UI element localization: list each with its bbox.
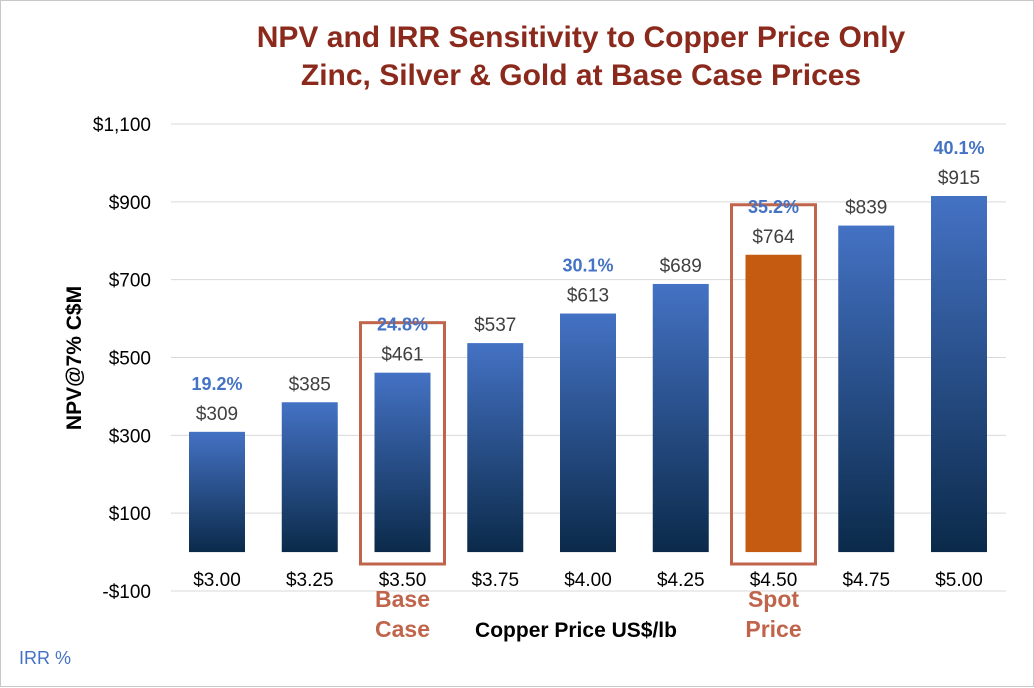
y-tick-label: $900 (109, 193, 151, 214)
y-axis-title: NPV@7% C$M (63, 286, 86, 430)
bar (838, 225, 895, 553)
x-tick-label: $3.00 (193, 570, 241, 591)
x-tick-label: $4.75 (842, 570, 890, 591)
highlight-label: Base (375, 586, 430, 612)
bar (560, 313, 616, 553)
x-axis-title: Copper Price US$/lb (475, 619, 677, 642)
y-tick-label: $700 (109, 271, 151, 292)
highlight-box (359, 321, 446, 566)
x-tick-label: $3.25 (286, 570, 334, 591)
value-label: $689 (660, 256, 702, 277)
x-tick-label: $3.75 (471, 570, 519, 591)
value-label: $839 (845, 198, 887, 219)
value-label: $613 (567, 286, 609, 307)
bar (652, 283, 709, 553)
bar (374, 372, 431, 553)
highlight-box (730, 203, 817, 566)
value-label: $385 (289, 374, 331, 395)
highlight-label: Price (745, 616, 801, 642)
x-tick-label: $4.50 (750, 570, 798, 591)
bar (467, 343, 524, 553)
chart-title: NPV and IRR Sensitivity to Copper Price … (256, 21, 906, 54)
y-tick-label: $1,100 (93, 115, 151, 136)
irr-label: 40.1% (933, 138, 984, 158)
y-tick-label: $100 (109, 504, 151, 525)
chart-subtitle: Zinc, Silver & Gold at Base Case Prices (300, 59, 862, 92)
highlight-label: Case (375, 616, 430, 642)
y-tick-label: $300 (109, 426, 151, 447)
bar (281, 402, 338, 553)
x-tick-label: $4.25 (657, 570, 705, 591)
value-label: $461 (381, 345, 423, 366)
value-label: $764 (752, 227, 795, 248)
bar (745, 254, 802, 553)
bar (931, 195, 987, 553)
value-label: $915 (938, 168, 980, 189)
x-tick-label: $4.00 (564, 570, 612, 591)
irr-label: 30.1% (562, 256, 613, 276)
x-tick-label: $3.50 (379, 570, 427, 591)
y-tick-label: -$100 (102, 582, 151, 603)
y-tick-label: $500 (109, 349, 151, 370)
irr-legend-note: IRR % (19, 648, 72, 668)
bar (189, 431, 245, 553)
value-label: $537 (474, 315, 516, 336)
x-tick-label: $5.00 (935, 570, 983, 591)
highlight-label: Spot (748, 586, 799, 612)
irr-label: 24.8% (377, 315, 428, 335)
irr-label: 19.2% (191, 374, 242, 394)
irr-label: 35.2% (748, 197, 799, 217)
value-label: $309 (196, 404, 238, 425)
